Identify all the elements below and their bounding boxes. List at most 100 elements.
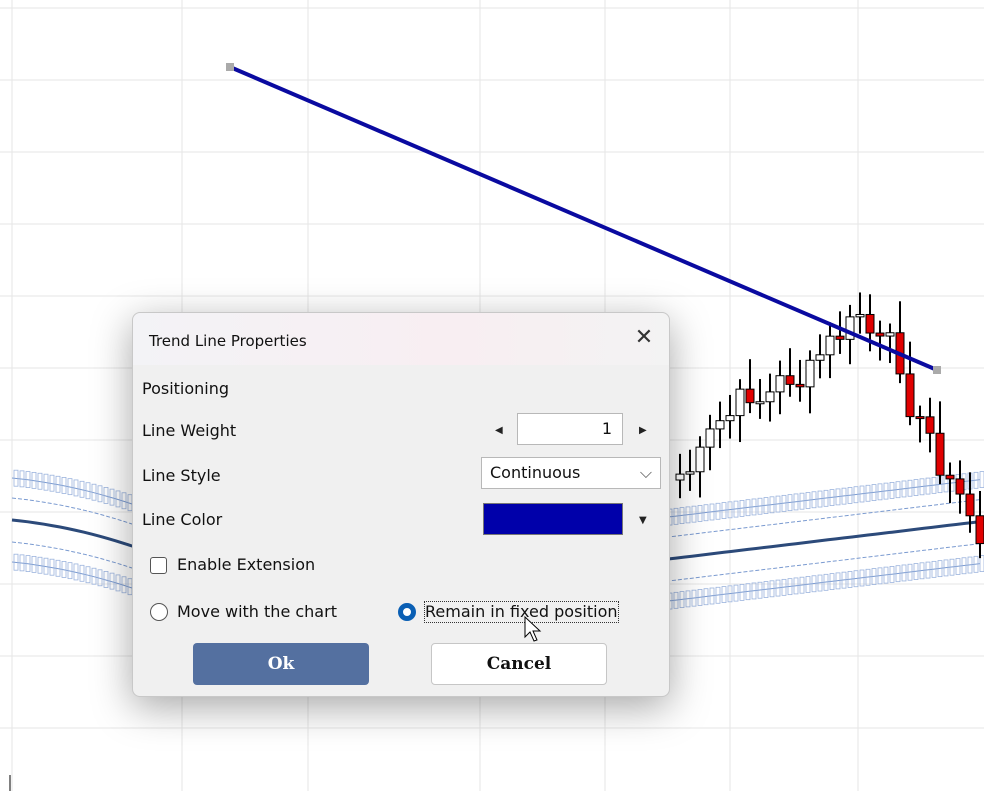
- band-tick: [877, 567, 883, 585]
- band-tick: [697, 589, 703, 606]
- band-tick: [805, 492, 811, 509]
- band-tick: [901, 480, 907, 498]
- band-tick: [913, 479, 919, 496]
- candle: [905, 373, 915, 418]
- decrement[interactable]: ◀: [495, 425, 503, 436]
- field-label: Line Weight: [142, 421, 237, 440]
- candle: [775, 375, 785, 393]
- band-tick: [949, 558, 955, 576]
- handle[interactable]: [226, 63, 234, 71]
- band-tick: [31, 555, 37, 573]
- band-tick: [973, 555, 979, 573]
- radio[interactable]: [150, 603, 168, 621]
- band-tick: [907, 479, 913, 497]
- trend-line[interactable]: [229, 65, 938, 372]
- band-tick: [919, 562, 925, 580]
- candle: [805, 359, 815, 388]
- band-tick: [979, 555, 984, 572]
- band-tick: [43, 557, 49, 575]
- band-tick: [877, 483, 883, 501]
- band-tick: [919, 478, 925, 496]
- candle: [935, 432, 945, 476]
- style-select[interactable]: Continuous ⌵: [481, 457, 661, 489]
- color-swatch[interactable]: [483, 503, 623, 535]
- title-bar: [133, 313, 669, 365]
- band-tick: [37, 556, 43, 574]
- band-tick: [781, 578, 787, 596]
- band-tick: [859, 485, 865, 503]
- band-tick: [727, 585, 733, 603]
- band-tick: [871, 568, 877, 585]
- band-tick: [679, 507, 685, 525]
- band-tick: [79, 480, 85, 498]
- mouse-cursor: [524, 615, 542, 642]
- band-tick: [97, 569, 103, 587]
- band-tick: [679, 591, 685, 608]
- band-tick: [805, 576, 811, 593]
- band-tick: [73, 479, 79, 497]
- band-tick: [49, 474, 55, 492]
- band-tick: [751, 582, 757, 600]
- candle: [845, 316, 855, 340]
- band-tick: [973, 471, 979, 489]
- band-tick: [883, 566, 889, 584]
- band-tick: [967, 556, 973, 574]
- candle: [955, 478, 965, 495]
- section-label: Positioning: [142, 379, 230, 398]
- band-tick: [37, 472, 43, 490]
- band-tick: [865, 568, 871, 586]
- band-tick: [895, 565, 901, 583]
- increment[interactable]: ▶: [639, 425, 647, 436]
- candle: [925, 416, 935, 434]
- band-tick: [115, 490, 121, 508]
- candle: [975, 515, 984, 545]
- band-tick: [109, 488, 115, 506]
- band-tick: [19, 554, 25, 572]
- candle: [785, 375, 795, 385]
- band-tick: [67, 478, 73, 496]
- band-tick: [841, 487, 847, 505]
- band-tick: [43, 473, 49, 491]
- band-tick: [817, 490, 823, 508]
- radio-label: Move with the chart: [177, 602, 337, 621]
- color-dropdown[interactable]: ▼: [639, 515, 647, 526]
- band-tick: [673, 591, 679, 609]
- handle[interactable]: [933, 366, 941, 374]
- band-tick: [763, 581, 769, 598]
- candle: [725, 415, 735, 422]
- band-tick: [103, 571, 109, 588]
- band-tick: [55, 559, 61, 577]
- weight-input[interactable]: 1: [517, 413, 623, 445]
- band-tick: [97, 485, 103, 503]
- band-tick: [817, 574, 823, 592]
- band-tick: [691, 589, 697, 607]
- band-tick: [733, 584, 739, 602]
- radio-label: Remain in fixed position: [424, 601, 619, 623]
- band-tick: [757, 581, 763, 599]
- band-tick: [61, 561, 67, 578]
- band-tick: [709, 503, 715, 521]
- radio[interactable]: [398, 603, 416, 621]
- checkbox[interactable]: [150, 557, 167, 574]
- band-tick: [829, 489, 835, 507]
- band-tick: [703, 504, 709, 522]
- field-label: Line Color: [142, 510, 223, 529]
- candle: [855, 313, 865, 318]
- close-button[interactable]: ✕: [634, 325, 654, 350]
- band-tick: [937, 560, 943, 578]
- band-tick: [781, 494, 787, 512]
- cancel-button[interactable]: Cancel: [431, 643, 607, 685]
- ok-button[interactable]: Ok: [193, 643, 369, 685]
- band-tick: [775, 579, 781, 597]
- band-tick: [889, 481, 895, 499]
- band-tick: [697, 505, 703, 522]
- band-tick: [79, 564, 85, 582]
- band-tick: [85, 482, 91, 500]
- band-tick: [73, 563, 79, 581]
- candle: [825, 335, 835, 356]
- band-tick: [55, 475, 61, 493]
- band-tick: [721, 502, 727, 519]
- band-tick: [727, 501, 733, 519]
- band-tick: [85, 566, 91, 584]
- field-label: Line Style: [142, 466, 221, 485]
